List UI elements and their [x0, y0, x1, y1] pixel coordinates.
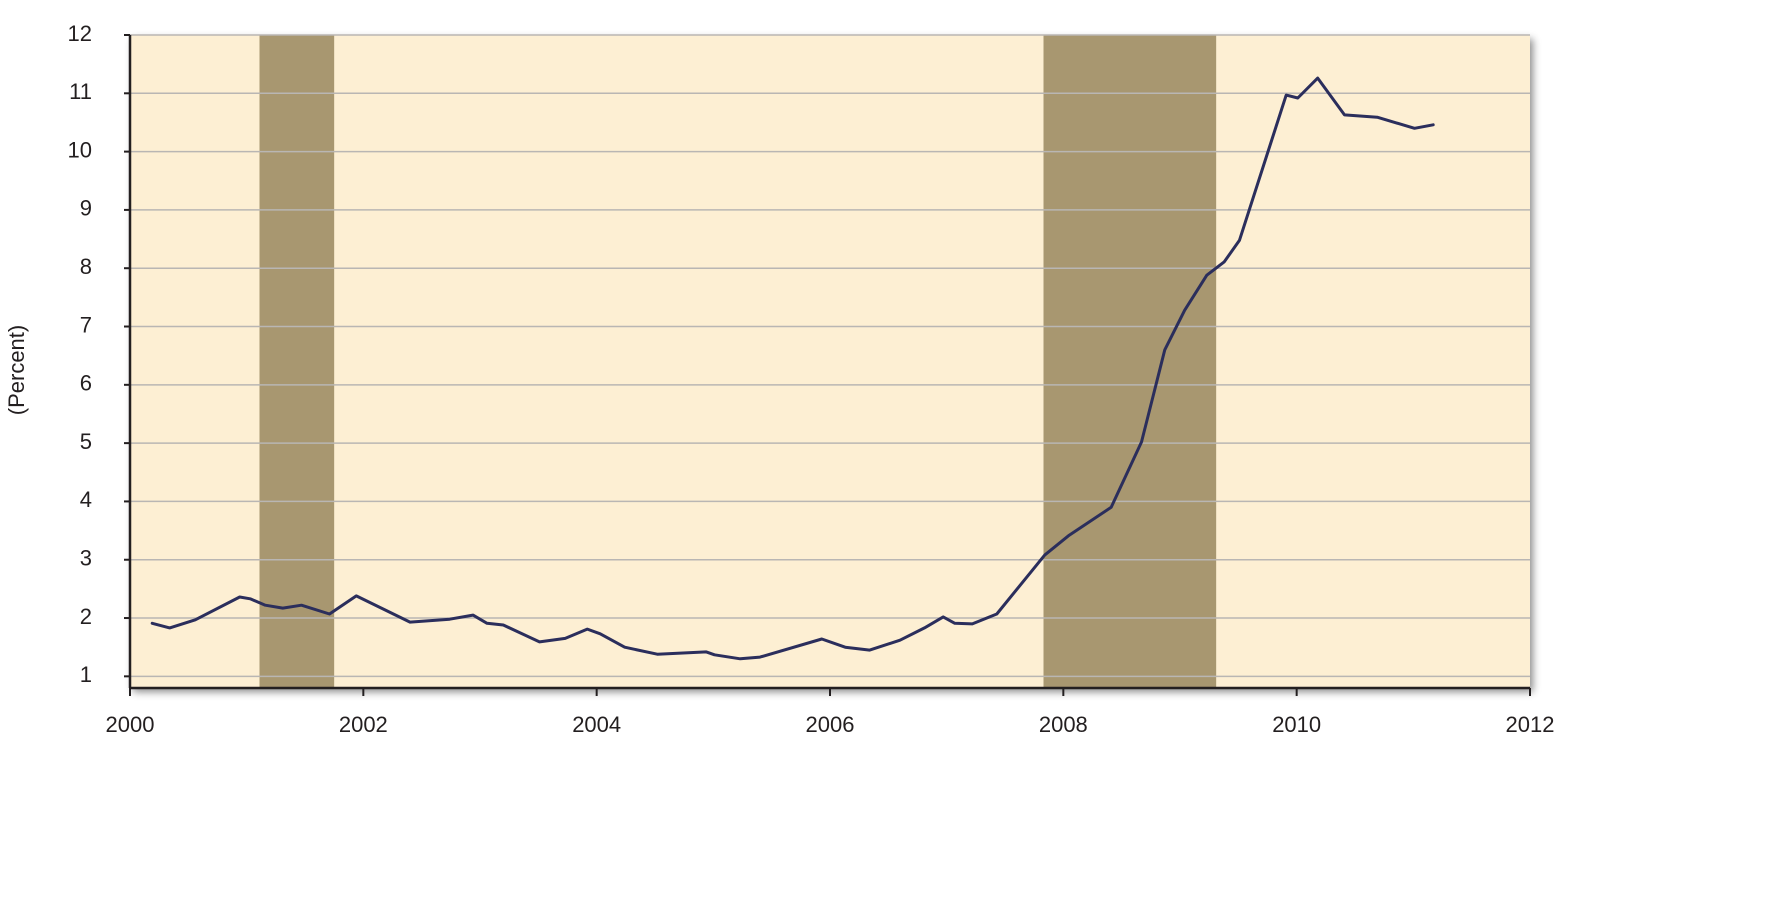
- y-tick-label: 12: [68, 21, 92, 46]
- y-tick-label: 6: [80, 371, 92, 396]
- plot-background: [130, 35, 1530, 688]
- recession-band: [259, 35, 335, 688]
- x-tick-label: 2008: [1039, 712, 1088, 737]
- y-tick-label: 1: [80, 662, 92, 687]
- x-tick-label: 2006: [806, 712, 855, 737]
- line-series: [150, 76, 1435, 661]
- y-axis-label: (Percent): [4, 325, 29, 415]
- recession-band: [1043, 35, 1217, 688]
- x-tick-label: 2004: [572, 712, 621, 737]
- y-tick-label: 8: [80, 254, 92, 279]
- plot-area: [130, 34, 1530, 688]
- x-tick-label: 2002: [339, 712, 388, 737]
- x-tick-label: 2010: [1272, 712, 1321, 737]
- y-tick-label: 2: [80, 604, 92, 629]
- x-tick-label: 2012: [1506, 712, 1555, 737]
- y-tick-label: 9: [80, 196, 92, 221]
- y-tick-label: 5: [80, 429, 92, 454]
- y-tick-label: 4: [80, 487, 92, 512]
- y-tick-label: 7: [80, 312, 92, 337]
- y-tick-label: 3: [80, 546, 92, 571]
- y-tick-label: 10: [68, 137, 92, 162]
- x-tick-label: 2000: [106, 712, 155, 737]
- y-tick-label: 11: [69, 79, 92, 104]
